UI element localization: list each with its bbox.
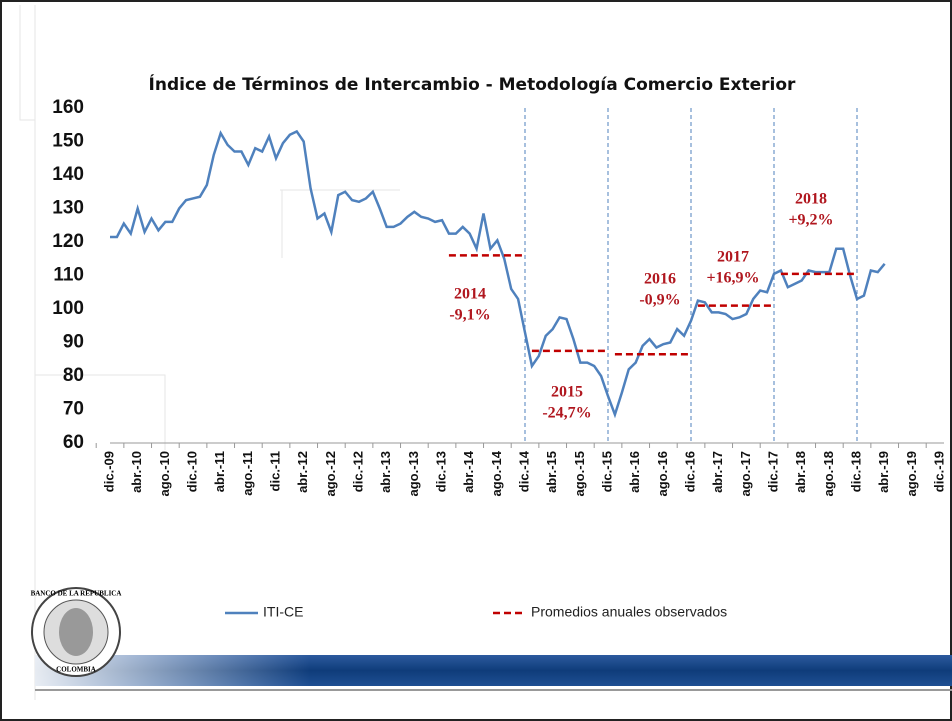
x-tick-label: abr.-10: [129, 451, 144, 493]
x-tick-label: ago.-18: [821, 451, 836, 497]
y-tick-label: 140: [52, 164, 84, 185]
annotation-year: 2018: [795, 191, 827, 208]
x-tick-label: ago.-10: [157, 451, 172, 497]
x-tick-label: dic.-12: [350, 451, 365, 492]
annotation-year: 2014: [454, 286, 486, 303]
x-tick-label: dic.-18: [848, 451, 863, 492]
annotation-change: -24,7%: [542, 405, 591, 422]
y-tick-label: 70: [63, 399, 84, 420]
x-tick-label: abr.-14: [461, 450, 476, 493]
x-tick-label: abr.-11: [212, 451, 227, 492]
footer-fade: [35, 655, 952, 686]
y-tick-label: 80: [63, 365, 84, 386]
legend-label: ITI-CE: [263, 604, 303, 620]
x-tick-label: dic.-11: [267, 451, 282, 491]
x-tick-label: ago.-13: [406, 451, 421, 497]
y-tick-label: 150: [52, 131, 84, 152]
x-tick-label: abr.-18: [793, 451, 808, 493]
y-tick-label: 110: [53, 265, 84, 286]
y-tick-label: 120: [52, 231, 84, 252]
y-tick-label: 160: [52, 97, 84, 118]
x-tick-label: ago.-19: [904, 451, 919, 497]
x-tick-label: ago.-16: [655, 451, 670, 497]
x-tick-label: abr.-16: [627, 451, 642, 493]
x-tick-label: abr.-13: [378, 451, 393, 493]
x-tick-label: dic.-19: [931, 451, 946, 492]
legend-label: Promedios anuales observados: [531, 604, 727, 620]
decor: [19, 5, 400, 700]
x-tick-label: dic.-09: [101, 451, 116, 492]
annotation-change: -9,1%: [449, 307, 490, 324]
x-tick-label: abr.-15: [544, 451, 559, 493]
annotation-change: -0,9%: [639, 292, 680, 309]
x-tick-label: dic.-14: [516, 450, 531, 492]
annotation-change: +9,2%: [788, 212, 833, 229]
y-tick-label: 130: [52, 198, 84, 219]
annotation-year: 2016: [644, 271, 676, 288]
logo-top: BANCO DE LA REPUBLICA: [31, 590, 122, 598]
x-tick-label: dic.-15: [599, 451, 614, 492]
series-line: [110, 129, 886, 419]
x-tick-label: ago.-12: [323, 451, 338, 497]
x-tick-label: ago.-14: [489, 450, 504, 496]
y-tick-label: 100: [52, 298, 84, 319]
logo-bottom: COLOMBIA: [56, 666, 96, 674]
x-tick-label: ago.-17: [738, 451, 753, 497]
chart-title: Índice de Términos de Intercambio - Meto…: [149, 73, 796, 95]
logo: BANCO DE LA REPUBLICA COLOMBIA: [31, 587, 122, 677]
x-tick-label: dic.-13: [433, 451, 448, 492]
x-tick-label: abr.-19: [876, 451, 891, 493]
x-tick-label: abr.-17: [710, 451, 725, 493]
x-tick-label: ago.-15: [572, 451, 587, 497]
x-tick-label: dic.-16: [682, 451, 697, 492]
x-tick-label: dic.-17: [765, 451, 780, 492]
y-tick-label: 60: [63, 432, 84, 453]
annotation-year: 2017: [717, 249, 749, 266]
annotation-change: +16,9%: [706, 270, 759, 287]
x-tick-label: abr.-12: [295, 451, 310, 493]
x-tick-label: ago.-11: [240, 451, 255, 496]
annotation-year: 2015: [551, 384, 583, 401]
x-tick-label: dic.-10: [184, 451, 199, 492]
plot: 60 70 80 90 100 110 120 130 140 150 160 dic.-09 abr.…: [52, 97, 946, 620]
y-tick-label: 90: [63, 332, 84, 353]
